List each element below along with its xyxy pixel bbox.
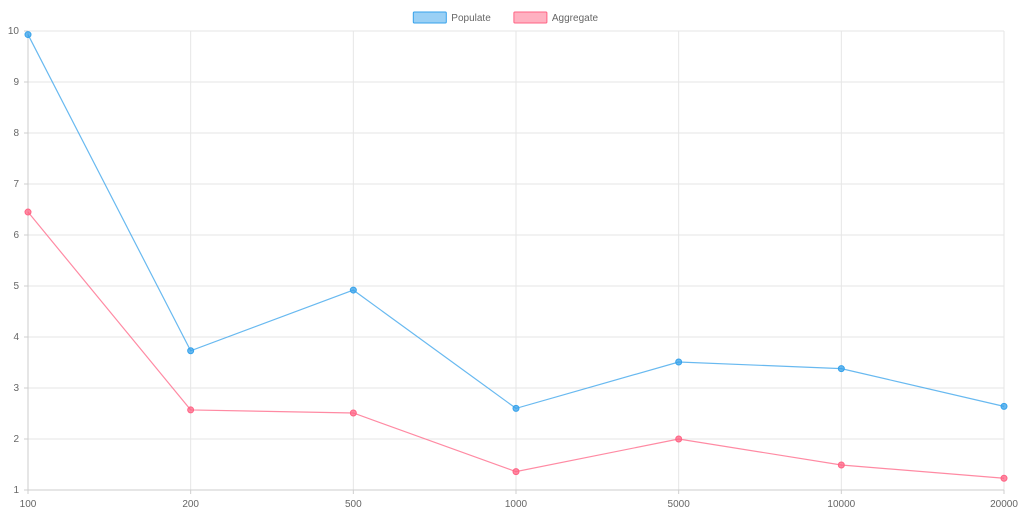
x-tick-label: 10000 <box>827 499 855 510</box>
x-tick-label: 20000 <box>990 499 1018 510</box>
legend-swatch <box>412 11 447 24</box>
grid-layer <box>27 30 1005 491</box>
series-layer <box>24 31 1008 482</box>
y-tick-label: 5 <box>13 281 19 292</box>
data-point[interactable] <box>24 31 32 39</box>
y-tick-label: 7 <box>13 179 19 190</box>
axis-layer: 1 2 3 4 5 6 7 8 9 10 100 200 500 1000 5000 10000 20000 <box>8 26 1018 510</box>
legend-label: Populate <box>451 13 491 24</box>
data-point[interactable] <box>349 286 357 294</box>
y-tick-label: 3 <box>13 383 19 394</box>
data-point[interactable] <box>837 461 845 469</box>
data-point[interactable] <box>187 406 195 414</box>
x-tick-label: 100 <box>20 499 37 510</box>
data-point[interactable] <box>187 347 195 355</box>
x-tick-label: 200 <box>182 499 199 510</box>
legend-label: Aggregate <box>552 13 599 24</box>
legend[interactable]: Populate Aggregate <box>412 11 599 24</box>
x-tick-label: 1000 <box>505 499 528 510</box>
y-tick-label: 1 <box>13 485 19 496</box>
data-point[interactable] <box>675 358 683 366</box>
data-point[interactable] <box>1000 402 1008 410</box>
data-point[interactable] <box>24 208 32 216</box>
data-point[interactable] <box>349 409 357 417</box>
series-aggregate <box>24 208 1008 482</box>
data-point[interactable] <box>1000 474 1008 482</box>
data-point[interactable] <box>512 468 520 476</box>
legend-item-aggregate[interactable]: Aggregate <box>513 11 599 24</box>
y-tick-label: 2 <box>13 434 19 445</box>
data-point[interactable] <box>675 435 683 443</box>
legend-swatch <box>513 11 548 24</box>
y-tick-label: 6 <box>13 230 19 241</box>
x-tick-label: 5000 <box>668 499 691 510</box>
data-point[interactable] <box>512 404 520 412</box>
legend-item-populate[interactable]: Populate <box>412 11 491 24</box>
y-tick-label: 8 <box>13 128 19 139</box>
y-tick-label: 4 <box>13 332 19 343</box>
y-tick-label: 9 <box>13 77 19 88</box>
series-populate <box>24 31 1008 412</box>
y-tick-label: 10 <box>8 26 20 37</box>
x-tick-label: 500 <box>345 499 362 510</box>
data-point[interactable] <box>837 365 845 373</box>
